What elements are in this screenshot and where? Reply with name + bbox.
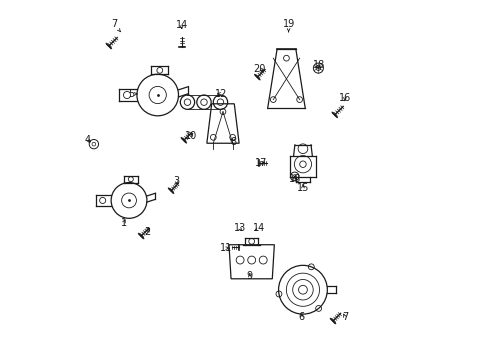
Text: 13: 13 xyxy=(233,224,245,233)
Text: 11: 11 xyxy=(220,243,232,253)
Text: 14: 14 xyxy=(175,20,187,30)
Text: 15: 15 xyxy=(296,183,308,193)
Text: 10: 10 xyxy=(184,131,197,141)
Text: 4: 4 xyxy=(84,135,91,145)
Text: 16: 16 xyxy=(338,93,350,103)
Text: 8: 8 xyxy=(229,137,236,147)
Text: 6: 6 xyxy=(298,312,305,322)
Text: 17: 17 xyxy=(254,158,266,168)
Text: 18: 18 xyxy=(288,174,300,184)
Text: 7: 7 xyxy=(111,19,120,32)
Text: 20: 20 xyxy=(253,64,265,74)
Text: 5: 5 xyxy=(127,89,137,99)
Text: 9: 9 xyxy=(246,271,252,281)
Text: 1: 1 xyxy=(121,218,126,228)
Text: 12: 12 xyxy=(215,89,227,99)
Text: 18: 18 xyxy=(312,60,324,70)
Text: 3: 3 xyxy=(173,176,179,186)
Text: 7: 7 xyxy=(341,312,347,322)
Text: 19: 19 xyxy=(282,19,294,32)
Text: 14: 14 xyxy=(252,224,264,233)
Text: 2: 2 xyxy=(144,227,150,237)
